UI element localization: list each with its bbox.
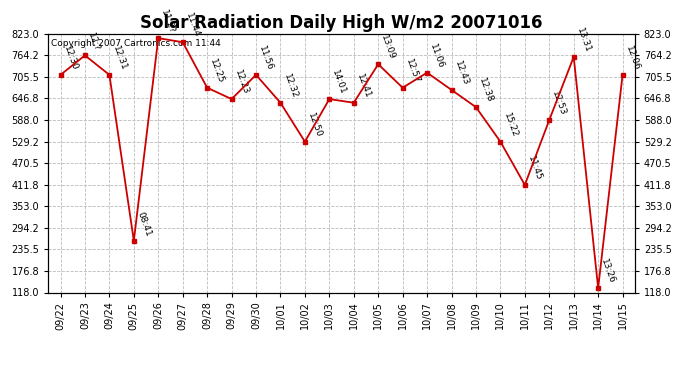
Text: 08:41: 08:41: [135, 210, 152, 238]
Text: 12:38: 12:38: [477, 77, 495, 104]
Text: 12:30: 12:30: [61, 45, 79, 72]
Text: 11:2?: 11:2?: [159, 9, 177, 35]
Text: 12:23: 12:23: [233, 69, 250, 96]
Text: 11:44: 11:44: [184, 12, 201, 39]
Text: 12:50: 12:50: [306, 111, 324, 139]
Text: 15:22: 15:22: [502, 111, 519, 139]
Text: 12:?: 12:?: [86, 32, 101, 53]
Text: 11:56: 11:56: [257, 45, 275, 72]
Text: 12:41: 12:41: [355, 73, 372, 100]
Text: 12:31: 12:31: [110, 45, 128, 72]
Text: 13:26: 13:26: [600, 258, 617, 285]
Text: 12:25: 12:25: [208, 58, 226, 85]
Text: Copyright 2007 Cartronics.com 11:44: Copyright 2007 Cartronics.com 11:44: [51, 39, 221, 48]
Text: 12:53: 12:53: [551, 90, 568, 117]
Text: 12:43: 12:43: [453, 60, 470, 87]
Text: 12:32: 12:32: [282, 73, 299, 100]
Text: 13:09: 13:09: [380, 34, 397, 61]
Text: 12:57: 12:57: [404, 57, 421, 85]
Text: 14:01: 14:01: [331, 69, 348, 96]
Text: 12:06: 12:06: [624, 45, 641, 72]
Title: Solar Radiation Daily High W/m2 20071016: Solar Radiation Daily High W/m2 20071016: [140, 14, 543, 32]
Text: 13:31: 13:31: [575, 27, 592, 54]
Text: 11:06: 11:06: [428, 42, 446, 70]
Text: 11:45: 11:45: [526, 155, 543, 182]
